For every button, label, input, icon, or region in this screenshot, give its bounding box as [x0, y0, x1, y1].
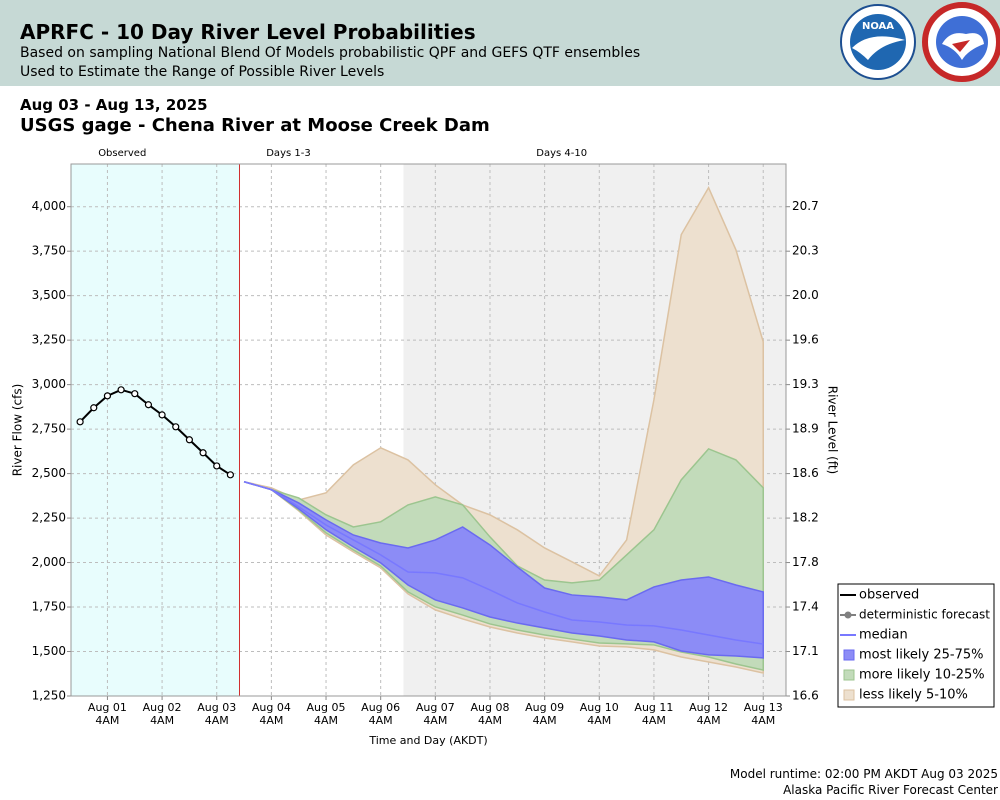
- y-tick-label: 2,500: [32, 466, 66, 480]
- x-tick-label: Aug 11 4AM: [634, 701, 674, 727]
- y-tick-label: 3,250: [32, 333, 66, 347]
- x-tick-label: Aug 06 4AM: [361, 701, 401, 727]
- legend-swatch: [843, 649, 855, 661]
- noaa-logo: NOAA: [840, 4, 916, 80]
- x-tick-label: Aug 05 4AM: [306, 701, 346, 727]
- y2-tick-label: 20.0: [792, 288, 819, 302]
- point: [158, 411, 166, 419]
- y-tick-label: 1,750: [32, 600, 66, 614]
- footer-line: Alaska Pacific River Forecast Center: [783, 783, 998, 797]
- y2-tick-label: 17.1: [792, 644, 819, 658]
- y2-tick-label: 19.6: [792, 333, 819, 347]
- band: [243, 481, 764, 659]
- x-tick-label: Aug 07 4AM: [415, 701, 455, 727]
- x-tick-label: Aug 13 4AM: [743, 701, 783, 727]
- region: [71, 164, 240, 696]
- y-tick-label: 1,500: [32, 644, 66, 658]
- legend-swatch: [843, 669, 855, 681]
- y2-tick-label: 20.7: [792, 199, 819, 213]
- y-tick-label: 3,500: [32, 288, 66, 302]
- chart-title: USGS gage - Chena River at Moose Creek D…: [20, 115, 490, 136]
- legend-box: [837, 583, 995, 708]
- header: [0, 0, 1000, 86]
- point: [131, 390, 139, 398]
- legend-label: deterministic forecast: [859, 608, 990, 622]
- nws-logo: [922, 2, 1000, 82]
- y-tick-label: 3,750: [32, 244, 66, 258]
- point: [90, 404, 98, 412]
- y2-tick-label: 18.2: [792, 511, 819, 525]
- point: [199, 449, 207, 457]
- x-axis-label: Time and Day (AKDT): [368, 734, 487, 747]
- y2-tick-label: 18.9: [792, 422, 819, 436]
- y2-tick-label: 19.3: [792, 377, 819, 391]
- y-tick-label: 2,250: [32, 511, 66, 525]
- y-axis-label: River Flow (cfs): [11, 384, 25, 477]
- y2-tick-label: 17.8: [792, 555, 819, 569]
- y-tick-label: 3,000: [32, 377, 66, 391]
- y2-tick-label: 20.3: [792, 244, 819, 258]
- y2-axis-label: River Level (ft): [826, 386, 840, 474]
- legend-label: most likely 25-75%: [859, 648, 983, 663]
- x-tick-label: Aug 12 4AM: [689, 701, 729, 727]
- point: [226, 471, 234, 479]
- x-tick-label: Aug 04 4AM: [251, 701, 291, 727]
- line: [243, 481, 764, 645]
- plot-border: [70, 163, 787, 697]
- date-range: Aug 03 - Aug 13, 2025: [20, 96, 208, 114]
- subtitle: Based on sampling National Blend Of Mode…: [20, 45, 641, 61]
- point: [103, 392, 112, 400]
- point: [144, 401, 153, 409]
- point: [76, 418, 84, 426]
- legend-swatch: [844, 611, 852, 619]
- x-tick-label: Aug 03 4AM: [197, 701, 237, 727]
- legend-label: more likely 10-25%: [859, 668, 985, 683]
- point: [213, 462, 221, 470]
- page-title: APRFC - 10 Day River Level Probabilities: [20, 20, 476, 44]
- y-tick-label: 1,250: [32, 689, 66, 703]
- legend-label: observed: [859, 588, 919, 603]
- region-label: Observed: [98, 148, 146, 159]
- point: [185, 436, 194, 444]
- x-tick-label: Aug 01 4AM: [87, 701, 127, 727]
- x-tick-label: Aug 08 4AM: [470, 701, 510, 727]
- y2-tick-label: 16.6: [792, 689, 819, 703]
- y-tick-label: 2,750: [32, 422, 66, 436]
- logo-text: NOAA: [862, 21, 894, 32]
- region: [239, 164, 404, 696]
- footer-line: Model runtime: 02:00 PM AKDT Aug 03 2025: [729, 767, 998, 781]
- x-tick-label: Aug 09 4AM: [525, 701, 565, 727]
- x-tick-label: Aug 02 4AM: [142, 701, 182, 727]
- y2-tick-label: 18.6: [792, 466, 819, 480]
- point: [172, 423, 180, 431]
- y-tick-label: 4,000: [32, 199, 66, 213]
- y-tick-label: 2,000: [32, 555, 66, 569]
- point: [117, 386, 125, 394]
- legend-label: median: [859, 628, 908, 643]
- region-label: Days 1-3: [266, 148, 310, 159]
- legend-swatch: [843, 689, 855, 701]
- region-label: Days 4-10: [536, 148, 587, 159]
- x-tick-label: Aug 10 4AM: [579, 701, 619, 727]
- y2-tick-label: 17.4: [792, 600, 819, 614]
- subtitle: Used to Estimate the Range of Possible R…: [20, 64, 385, 80]
- legend-label: less likely 5-10%: [859, 688, 968, 703]
